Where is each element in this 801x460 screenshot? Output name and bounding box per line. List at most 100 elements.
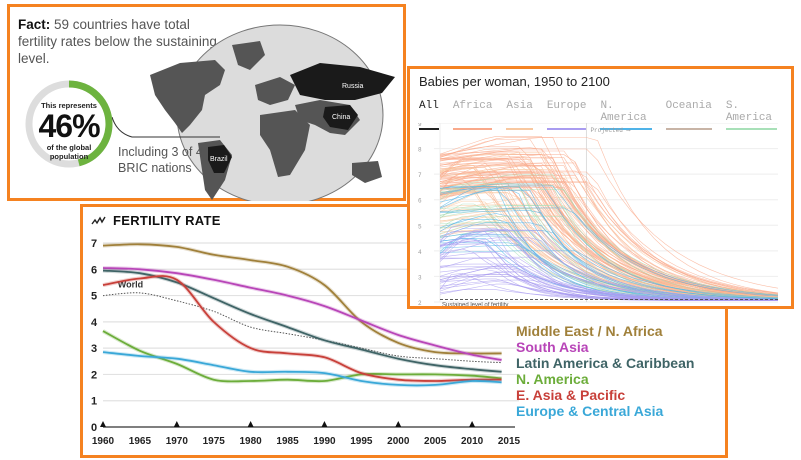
country-line [439, 228, 779, 300]
fact-label: Fact: [18, 17, 51, 32]
babies-per-woman-panel: Babies per woman, 1950 to 2100 All Afric… [407, 66, 794, 309]
bric-text: Including 3 of 4 BRIC nations [118, 144, 208, 176]
country-line [439, 276, 779, 301]
donut-bottom-text-2: population [49, 152, 89, 161]
legend-east-asia: E. Asia & Pacific [516, 387, 626, 403]
fertility-chart-plot: 0 1 2 3 4 5 6 7 1960 1965 1970 1975 1980 1985 1990 1995… [91, 238, 521, 447]
x-marker-triangle [100, 421, 106, 427]
country-line [439, 197, 779, 297]
bric-line-2: BRIC nations [118, 161, 192, 175]
y-tick-label: 2 [91, 369, 97, 381]
x-tick-label: 1990 [313, 436, 336, 447]
y-tick-label: 0 [91, 422, 97, 434]
series-line-south-asia [102, 267, 502, 361]
north-america-shape [150, 60, 225, 133]
population-donut [25, 80, 113, 168]
x-marker-triangle [173, 421, 180, 427]
australia-shape [352, 161, 382, 183]
country-line [439, 289, 779, 301]
x-tick-label: 1985 [276, 436, 299, 447]
fact-text: Fact: 59 countries have total fertility … [18, 16, 228, 67]
x-marker-triangle [247, 421, 254, 427]
legend-mena: Middle East / N. Africa [516, 323, 663, 339]
country-line [439, 250, 779, 298]
donut-bottom-text-1: of the global [46, 143, 92, 152]
y-tick-label: 4 [91, 317, 98, 329]
x-tick-label: 1970 [166, 436, 189, 447]
donut-label: This represents 46% of the global popula… [24, 79, 114, 169]
series-line-n-america [102, 330, 502, 383]
series-line-europe-central-asia [102, 351, 502, 387]
country-line [439, 222, 779, 300]
series-line-middle-east-n-africa [102, 243, 502, 355]
x-tick-label: 1995 [350, 436, 373, 447]
line-chart-icon [91, 216, 106, 224]
legend-latin-america: Latin America & Caribbean [516, 355, 695, 371]
fertility-header: FERTILITY RATE [91, 213, 221, 228]
y-tick-label: 6 [91, 264, 97, 276]
region-tabs: All Africa Asia Europe N. America Oceani… [419, 100, 791, 130]
x-tick-label: 2005 [424, 436, 447, 447]
tab-oceania[interactable]: Oceania [665, 100, 712, 130]
country-line [439, 152, 779, 298]
fact-body: 59 countries have total fertility rates … [18, 17, 217, 66]
y-tick-label: 5 [418, 223, 422, 230]
fact-panel: Fact: 59 countries have total fertility … [7, 4, 406, 201]
country-line [439, 207, 779, 296]
connector-line [112, 117, 220, 138]
x-marker-triangle [469, 421, 476, 427]
x-tick-label: 1975 [203, 436, 226, 447]
country-line [439, 154, 779, 295]
y-tick-label: 8 [418, 147, 422, 154]
series-line-e-asia-pacific [102, 275, 502, 382]
bric-line-1: Including 3 of 4 [118, 145, 203, 159]
y-tick-label: 4 [418, 249, 422, 256]
y-tick-label: 5 [91, 291, 97, 303]
x-tick-label: 1980 [240, 436, 263, 447]
legend-europe: Europe & Central Asia [516, 403, 664, 419]
donut-fill [25, 80, 113, 168]
africa-shape [260, 110, 310, 177]
babies-chart-plot: 2 3 4 5 6 7 8 9 Projected ⟶ Sustained level of fe… [418, 123, 779, 306]
y-tick-label: 2 [418, 300, 422, 306]
donut-percent: 46% [38, 108, 100, 144]
x-tick-label: 2000 [387, 436, 410, 447]
legend-n-america: N. America [516, 371, 589, 387]
x-marker-triangle [395, 421, 402, 427]
y-tick-label: 3 [91, 343, 97, 355]
country-line [439, 137, 779, 294]
y-tick-label: 3 [418, 274, 422, 281]
x-tick-label: 1965 [129, 436, 152, 447]
map-label-brazil: Brazil [210, 156, 228, 163]
world-label: World [118, 280, 143, 290]
y-tick-label: 9 [418, 123, 422, 128]
series-line-latin-america-caribbean [102, 269, 502, 373]
chart-title: Babies per woman, 1950 to 2100 [419, 74, 610, 89]
y-tick-label: 1 [91, 396, 97, 408]
map-label-russia: Russia [342, 83, 364, 90]
tab-africa[interactable]: Africa [452, 100, 493, 130]
fertility-title: FERTILITY RATE [113, 213, 221, 228]
fertility-legend: Middle East / N. Africa South Asia Latin… [516, 323, 694, 419]
tab-asia[interactable]: Asia [506, 100, 533, 130]
country-line [439, 174, 779, 296]
tab-all[interactable]: All [419, 100, 439, 130]
europe-shape [255, 77, 295, 105]
tab-europe[interactable]: Europe [546, 100, 587, 130]
country-line [439, 234, 779, 300]
map-label-china: China [332, 114, 350, 121]
country-line [439, 148, 779, 289]
russia-shape [290, 63, 395, 100]
x-marker-triangle [321, 421, 328, 427]
x-tick-label: 1960 [92, 436, 115, 447]
tab-s-america[interactable]: S. America [725, 100, 777, 130]
china-shape [323, 105, 358, 130]
y-tick-label: 7 [418, 172, 422, 179]
legend-south-asia: South Asia [516, 339, 589, 355]
donut-top-text: This represents [41, 101, 97, 110]
country-line [439, 183, 779, 299]
world-map: Russia China Brazil [150, 24, 395, 201]
x-tick-label: 2015 [498, 436, 521, 447]
tab-n-america[interactable]: N. America [600, 100, 652, 130]
country-line [439, 226, 779, 299]
